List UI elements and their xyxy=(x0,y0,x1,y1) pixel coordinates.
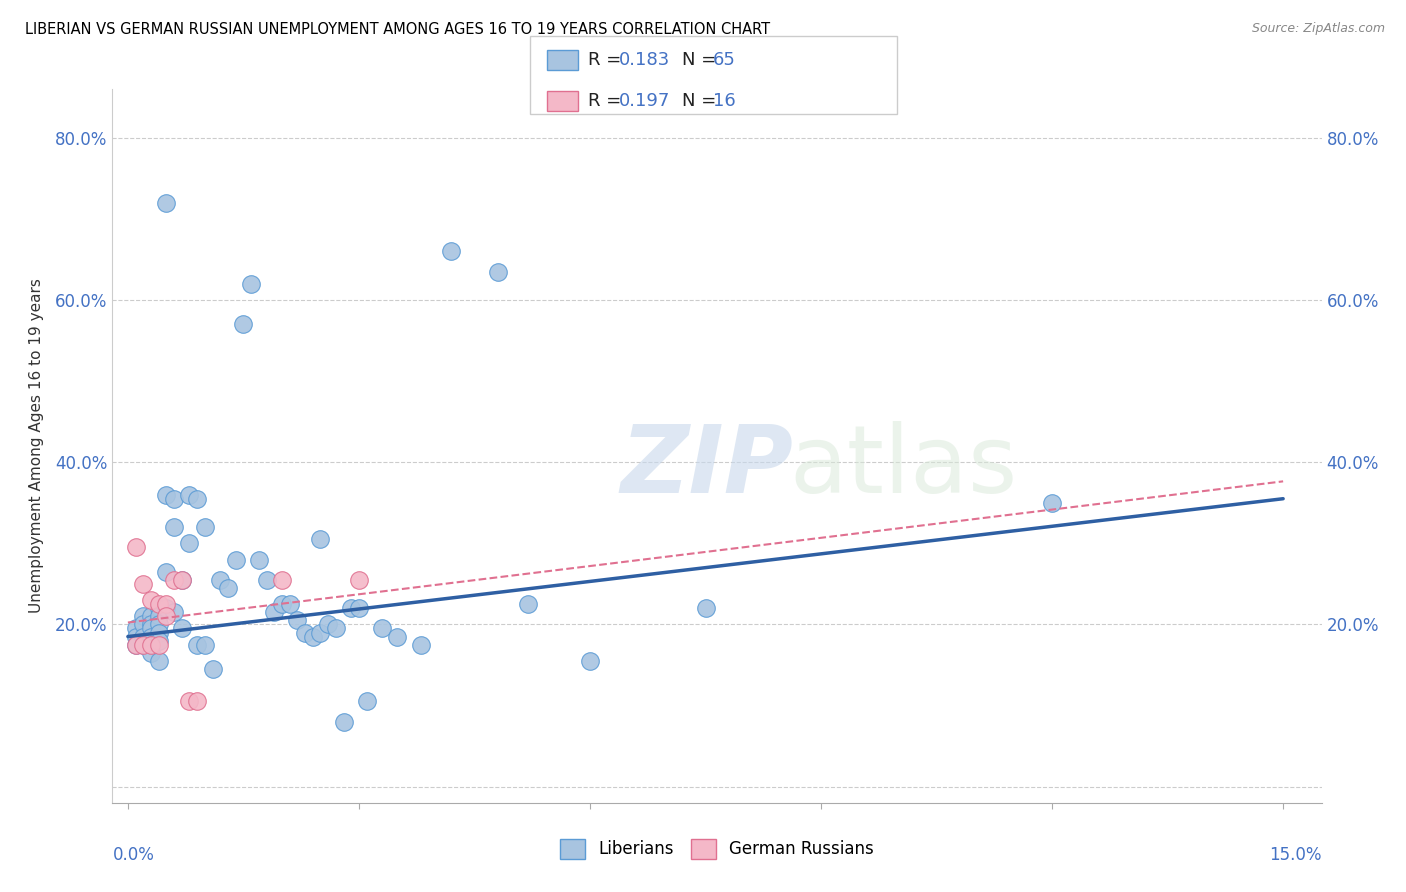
Point xyxy=(209,573,232,587)
Point xyxy=(170,573,193,587)
Text: 15.0%: 15.0% xyxy=(1270,846,1322,863)
Point xyxy=(263,605,285,619)
Point xyxy=(179,694,201,708)
Point xyxy=(170,573,193,587)
Point xyxy=(148,625,170,640)
Point xyxy=(148,597,170,611)
Point xyxy=(186,491,208,506)
Point xyxy=(247,552,270,566)
Point xyxy=(139,638,162,652)
Point xyxy=(217,581,239,595)
Point xyxy=(387,630,409,644)
Point xyxy=(409,638,432,652)
Point xyxy=(347,573,370,587)
Y-axis label: Unemployment Among Ages 16 to 19 years: Unemployment Among Ages 16 to 19 years xyxy=(30,278,44,614)
Text: Source: ZipAtlas.com: Source: ZipAtlas.com xyxy=(1251,22,1385,36)
Point xyxy=(132,617,155,632)
Point xyxy=(301,630,323,644)
Point xyxy=(271,573,294,587)
Text: 0.183: 0.183 xyxy=(619,51,669,69)
Point xyxy=(124,622,146,636)
Point xyxy=(163,491,186,506)
Point xyxy=(148,633,170,648)
Point xyxy=(124,638,146,652)
Point xyxy=(155,601,177,615)
Point xyxy=(285,613,308,627)
Point xyxy=(316,617,339,632)
Text: 0.0%: 0.0% xyxy=(112,846,155,863)
Text: N =: N = xyxy=(682,51,721,69)
Point xyxy=(347,601,370,615)
Point xyxy=(309,533,332,547)
Point xyxy=(225,552,247,566)
Point xyxy=(201,662,224,676)
Point xyxy=(194,638,217,652)
Point xyxy=(170,622,193,636)
Point xyxy=(155,195,177,210)
Point xyxy=(155,609,177,624)
Legend: Liberians, German Russians: Liberians, German Russians xyxy=(554,832,880,866)
Point xyxy=(163,605,186,619)
Text: LIBERIAN VS GERMAN RUSSIAN UNEMPLOYMENT AMONG AGES 16 TO 19 YEARS CORRELATION CH: LIBERIAN VS GERMAN RUSSIAN UNEMPLOYMENT … xyxy=(25,22,770,37)
Point xyxy=(139,622,162,636)
Point xyxy=(155,597,177,611)
Point xyxy=(139,609,162,624)
Text: atlas: atlas xyxy=(790,421,1018,514)
Point xyxy=(1040,496,1063,510)
Point xyxy=(155,565,177,579)
Point xyxy=(340,601,363,615)
Point xyxy=(148,601,170,615)
Point xyxy=(695,601,717,615)
Point xyxy=(132,630,155,644)
Point xyxy=(148,609,170,624)
Point xyxy=(148,617,170,632)
Point xyxy=(139,638,162,652)
Point xyxy=(271,597,294,611)
Point xyxy=(139,646,162,660)
Point xyxy=(294,625,316,640)
Point xyxy=(139,593,162,607)
Point xyxy=(179,536,201,550)
Point xyxy=(179,488,201,502)
Text: 16: 16 xyxy=(713,92,735,110)
Text: R =: R = xyxy=(588,92,627,110)
Point xyxy=(124,638,146,652)
Text: 0.197: 0.197 xyxy=(619,92,671,110)
Point xyxy=(278,597,301,611)
Point xyxy=(325,622,347,636)
Point xyxy=(186,638,208,652)
Point xyxy=(232,318,254,332)
Point xyxy=(132,638,155,652)
Point xyxy=(155,488,177,502)
Point xyxy=(356,694,378,708)
Point xyxy=(124,541,146,555)
Point xyxy=(186,694,208,708)
Point xyxy=(332,714,354,729)
Point xyxy=(194,520,217,534)
Point xyxy=(309,625,332,640)
Point xyxy=(486,265,509,279)
Point xyxy=(124,630,146,644)
Point xyxy=(148,638,170,652)
Point xyxy=(371,622,394,636)
Text: ZIP: ZIP xyxy=(620,421,793,514)
Point xyxy=(139,617,162,632)
Point xyxy=(579,654,602,668)
Point xyxy=(163,573,186,587)
Point xyxy=(132,638,155,652)
Point xyxy=(517,597,540,611)
Point xyxy=(139,630,162,644)
Text: 65: 65 xyxy=(713,51,735,69)
Point xyxy=(132,609,155,624)
Point xyxy=(163,520,186,534)
Point xyxy=(240,277,263,291)
Text: R =: R = xyxy=(588,51,627,69)
Point xyxy=(256,573,278,587)
Text: N =: N = xyxy=(682,92,721,110)
Point xyxy=(440,244,463,259)
Point xyxy=(148,654,170,668)
Point xyxy=(132,577,155,591)
